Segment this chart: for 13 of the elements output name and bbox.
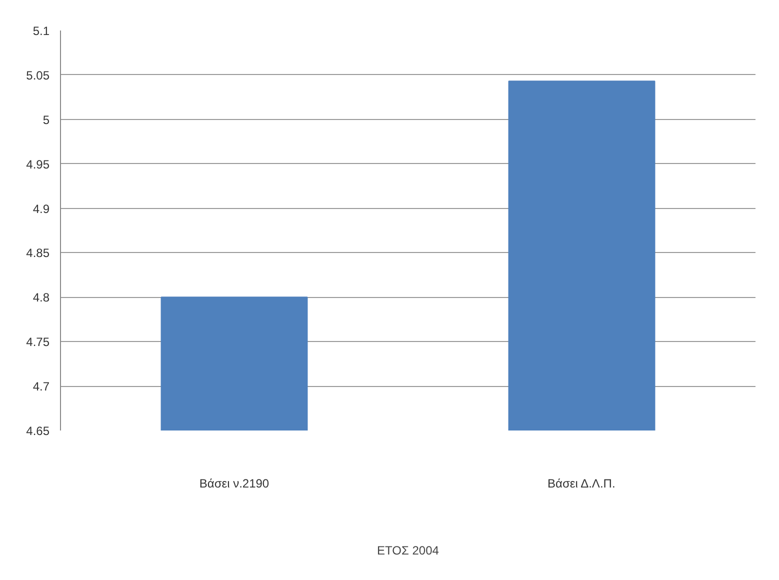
x-tick-label: Βάσει Δ.Λ.Π. [548, 476, 616, 490]
y-tick-label: 4.75 [26, 335, 50, 350]
y-tick-label: 5 [42, 112, 50, 127]
y-tick-label: 4.65 [26, 424, 50, 438]
x-tick-label: Βάσει ν.2190 [199, 476, 270, 490]
x-axis-title: ΕΤΟΣ 2004 [377, 544, 440, 558]
y-tick-label: 5.05 [26, 68, 50, 82]
y-tick-label: 4.85 [26, 246, 50, 260]
y-tick-label: 4.9 [32, 202, 50, 216]
y-tick-label: 4.95 [26, 157, 50, 172]
y-tick-label: 4.8 [32, 290, 50, 305]
y-tick-label: 5.1 [32, 24, 50, 38]
y-tick-label: 4.7 [32, 380, 50, 394]
